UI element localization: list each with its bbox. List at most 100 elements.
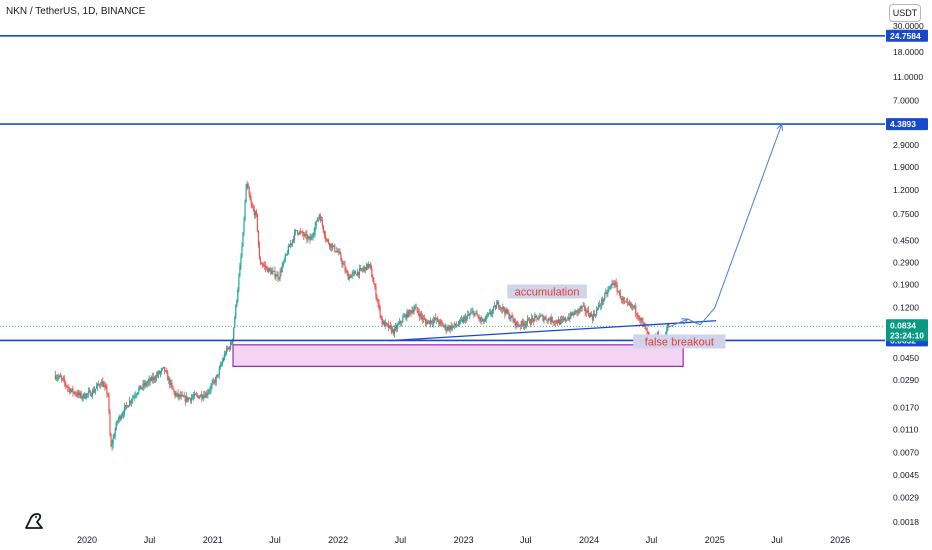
candle — [147, 378, 149, 387]
candle-body — [177, 392, 179, 397]
candle — [481, 316, 483, 322]
candle — [491, 308, 494, 318]
candle-body — [258, 245, 261, 260]
candle-body — [568, 317, 570, 320]
candle-body — [145, 382, 147, 385]
candle — [397, 322, 399, 332]
candle-body — [314, 225, 316, 233]
candle-body — [335, 251, 337, 252]
candle — [453, 321, 455, 330]
candle-body — [596, 308, 599, 310]
candle — [213, 379, 215, 385]
candle — [105, 382, 107, 390]
candle — [474, 313, 476, 317]
candle — [604, 291, 606, 301]
candle-body — [424, 319, 427, 323]
candle-body — [124, 405, 127, 407]
candle-body — [62, 378, 64, 380]
candle-body — [248, 188, 250, 195]
annotation-false-breakout[interactable]: false breakout — [633, 334, 726, 349]
candle — [273, 270, 275, 272]
candle-body — [487, 313, 489, 316]
candle-body — [531, 317, 533, 324]
candle — [223, 350, 226, 361]
candle-body — [578, 309, 580, 311]
annotation-accumulation[interactable]: accumulation — [507, 284, 587, 299]
candle-body — [373, 281, 375, 285]
price-tag-text: 4.3893 — [890, 119, 916, 129]
candle — [534, 312, 536, 323]
candle — [414, 303, 416, 311]
candle — [364, 265, 366, 273]
candle — [190, 394, 193, 404]
candle-body — [367, 263, 369, 268]
tradingview-logo-icon[interactable] — [25, 513, 43, 529]
candle — [333, 245, 335, 247]
candle-body — [122, 413, 125, 415]
accumulation-trendline[interactable] — [390, 320, 717, 342]
candle — [261, 262, 264, 268]
candle-body — [261, 264, 264, 266]
candle — [430, 317, 432, 328]
candle — [350, 274, 352, 278]
candle — [116, 420, 118, 426]
candle-body — [421, 316, 423, 320]
candle — [334, 243, 336, 253]
candle-body — [82, 393, 84, 398]
candle-body — [607, 290, 609, 294]
candle-body — [318, 215, 320, 218]
candle-body — [274, 270, 276, 278]
candle-body — [217, 374, 219, 376]
candle-body — [111, 444, 113, 447]
support-zone[interactable] — [232, 344, 684, 367]
candle — [524, 320, 527, 329]
candle-body — [471, 311, 473, 313]
candle-body — [76, 394, 78, 396]
candle — [163, 366, 165, 369]
candle — [144, 379, 146, 389]
candle — [220, 361, 222, 367]
candle — [226, 345, 229, 352]
candle — [189, 397, 192, 404]
projection-path[interactable] — [668, 123, 783, 328]
candle-body — [556, 322, 558, 324]
candle — [584, 305, 586, 317]
candle-body — [123, 406, 126, 414]
candle — [600, 303, 602, 311]
chart-title: NKN / TetherUS, 1D, BINANCE — [6, 6, 146, 17]
candle-body — [164, 366, 166, 372]
candle — [592, 310, 595, 322]
candle-body — [411, 310, 413, 314]
candle-body — [317, 217, 319, 222]
candle-body — [134, 396, 136, 398]
candle — [321, 217, 323, 229]
candle-body — [246, 183, 248, 188]
candle-body — [178, 394, 180, 397]
level-price-tag[interactable]: 24.7584 — [886, 29, 928, 42]
candle — [302, 229, 304, 238]
y-axis-label: 30.0000 — [893, 21, 924, 31]
candle-body — [303, 234, 305, 236]
candle — [408, 309, 410, 318]
candle-body — [149, 379, 151, 382]
candle — [172, 385, 174, 390]
candle-body — [620, 298, 622, 300]
candle — [184, 394, 186, 406]
currency-button[interactable]: USDT — [889, 4, 921, 22]
candle-body — [615, 282, 617, 286]
candle-body — [488, 312, 490, 314]
level-price-tag[interactable]: 4.3893 — [886, 118, 928, 131]
candle-body — [549, 319, 551, 322]
candle-body — [127, 405, 130, 408]
candle — [120, 412, 122, 421]
candle — [271, 268, 273, 275]
candle-body — [70, 390, 72, 393]
candle-body — [175, 394, 177, 396]
candle-body — [544, 317, 546, 319]
candle — [112, 434, 114, 449]
candle — [501, 307, 503, 314]
candle — [219, 361, 221, 370]
candle-body — [619, 291, 621, 299]
